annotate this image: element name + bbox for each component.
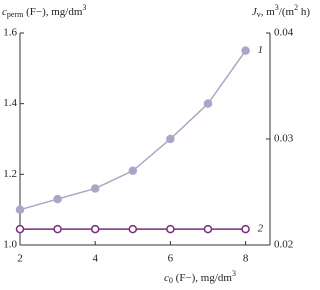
- label-part: c: [2, 6, 7, 18]
- data-point: [53, 224, 62, 234]
- label-part: h): [298, 6, 310, 18]
- data-point: [128, 166, 138, 176]
- label-part: 0: [169, 276, 173, 285]
- y2-tick-label: 0.03: [274, 133, 294, 145]
- y-tick-label: 1.2: [3, 168, 17, 180]
- data-point: [203, 224, 213, 234]
- label-part: c: [164, 272, 169, 284]
- data-point: [203, 99, 213, 108]
- data-point: [90, 224, 100, 234]
- data-point: [128, 224, 138, 234]
- y-tick-label: 1.4: [3, 97, 17, 109]
- label-part: (F−), mg/dm: [23, 6, 83, 18]
- x-axis-label: c0 (F−), mg/dm3: [164, 269, 236, 285]
- data-point: [53, 194, 62, 204]
- label-part: 2: [294, 3, 298, 12]
- data-point: [15, 205, 25, 214]
- series-line: [19, 50, 247, 211]
- label-part: J: [252, 6, 258, 18]
- x-tick-label: 6: [168, 253, 174, 265]
- label-part: 3: [232, 269, 236, 278]
- x-tick-label: 4: [92, 253, 98, 265]
- label-part: (F−), mg/dm: [173, 272, 233, 284]
- data-point: [241, 224, 250, 234]
- label-part: 3: [82, 3, 86, 12]
- label-part: v: [257, 10, 261, 19]
- y2-axis-label: Jv, m3/(m2 h): [252, 3, 310, 19]
- y2-tick-label: 0.02: [274, 239, 293, 251]
- label-part: /(m: [279, 6, 295, 18]
- data-point: [15, 224, 25, 234]
- series-label: 1: [258, 44, 264, 56]
- label-part: , m: [261, 6, 276, 18]
- chart: cperm (F−), mg/dm3 Jv, m3/(m2 h) c0 (F−)…: [2, 3, 310, 285]
- label-part: 3: [275, 3, 279, 12]
- x-tick-label: 8: [243, 253, 249, 265]
- series-label: 2: [258, 223, 264, 235]
- y-axis-label: cperm (F−), mg/dm3: [2, 3, 86, 19]
- y-tick-label: 1.6: [3, 27, 17, 39]
- label-part: perm: [7, 10, 24, 19]
- y-tick-label: 1.0: [3, 239, 17, 251]
- data-point: [166, 224, 175, 234]
- data-point: [90, 184, 100, 193]
- data-point: [166, 134, 175, 144]
- y2-tick-label: 0.04: [274, 27, 294, 39]
- data-point: [241, 46, 250, 55]
- x-tick-label: 2: [17, 253, 23, 265]
